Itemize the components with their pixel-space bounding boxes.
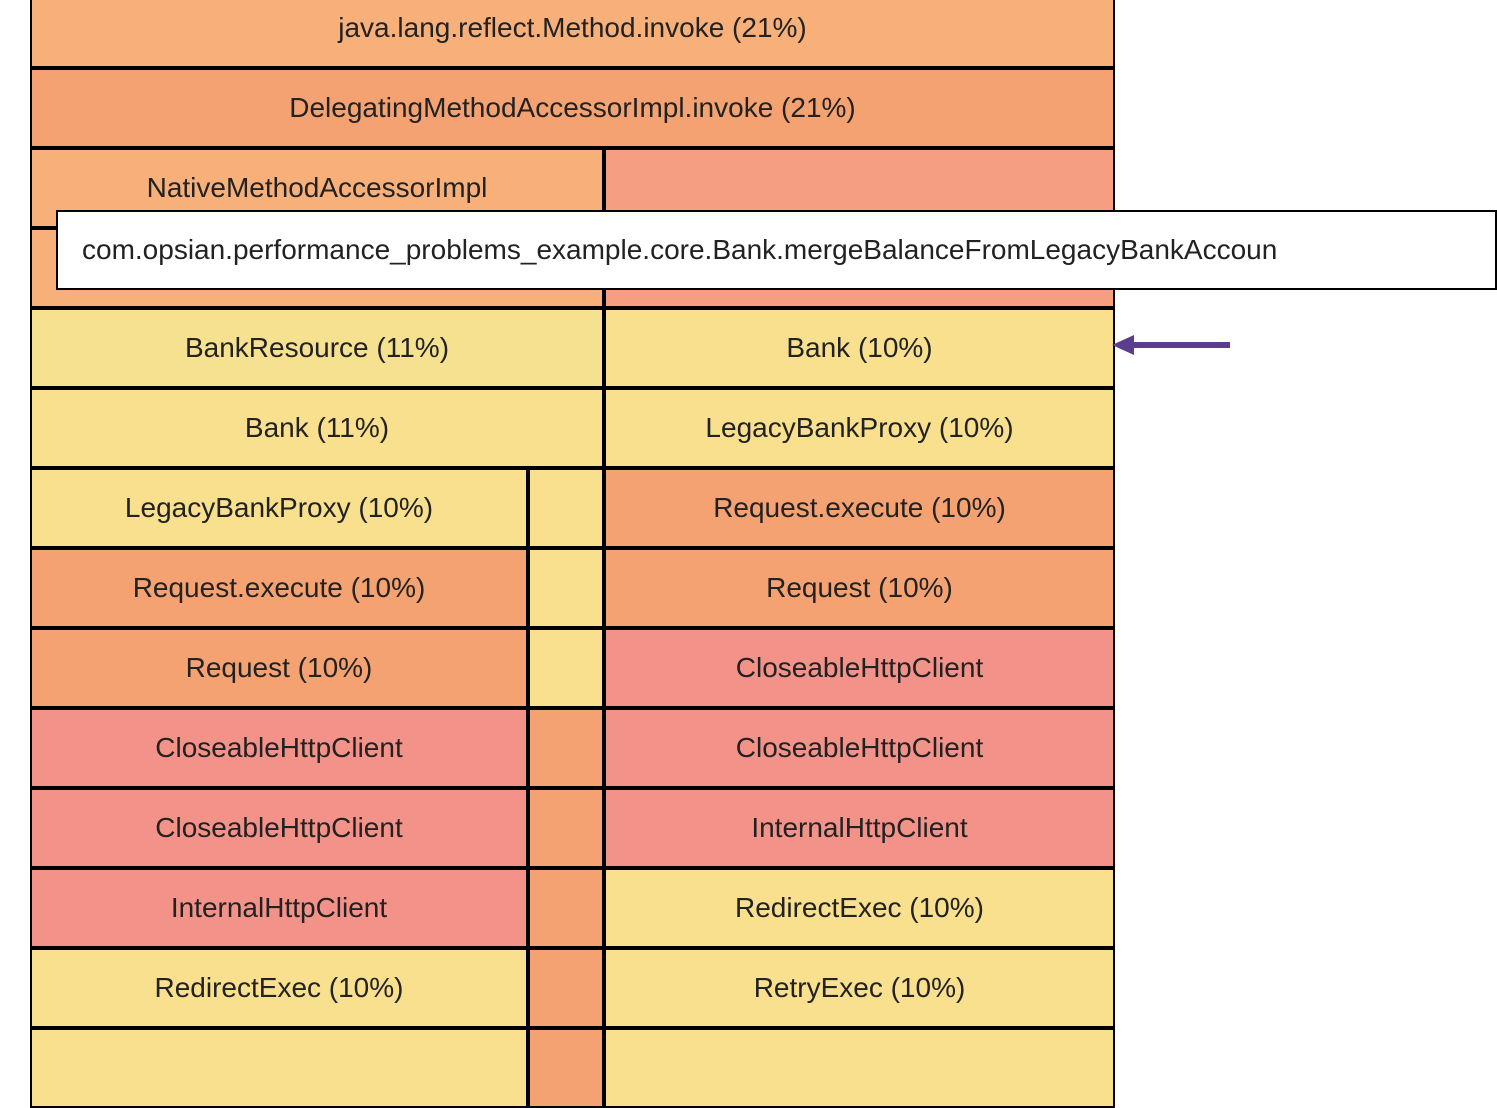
flame-cell[interactable]: BankResource (11%) bbox=[30, 308, 604, 388]
flame-row: CloseableHttpClient CloseableHttpClient bbox=[0, 708, 1497, 788]
flame-cell[interactable] bbox=[528, 788, 604, 868]
flame-cell[interactable]: RedirectExec (10%) bbox=[604, 868, 1115, 948]
flame-cell[interactable] bbox=[30, 1028, 528, 1108]
flame-cell[interactable] bbox=[528, 468, 604, 548]
flame-cell[interactable]: Request (10%) bbox=[30, 628, 528, 708]
flame-cell[interactable]: CloseableHttpClient bbox=[30, 788, 528, 868]
flamegraph-container: java.lang.reflect.Method.invoke (21%)Del… bbox=[0, 0, 1497, 1055]
flame-cell[interactable]: CloseableHttpClient bbox=[604, 708, 1115, 788]
flame-row: Bank (11%)LegacyBankProxy (10%) bbox=[0, 388, 1497, 468]
flame-row: InternalHttpClient RedirectExec (10%) bbox=[0, 868, 1497, 948]
flame-tooltip: com.opsian.performance_problems_example.… bbox=[56, 210, 1497, 290]
annotation-arrow-icon bbox=[1112, 330, 1232, 360]
flame-cell[interactable]: InternalHttpClient bbox=[604, 788, 1115, 868]
flame-cell[interactable]: java.lang.reflect.Method.invoke (21%) bbox=[30, 0, 1115, 68]
flame-cell[interactable]: Request (10%) bbox=[604, 548, 1115, 628]
flame-row: DelegatingMethodAccessorImpl.invoke (21%… bbox=[0, 68, 1497, 148]
flame-cell[interactable] bbox=[528, 548, 604, 628]
flame-cell[interactable] bbox=[604, 1028, 1115, 1108]
flame-cell[interactable]: Request.execute (10%) bbox=[604, 468, 1115, 548]
flame-cell[interactable]: Request.execute (10%) bbox=[30, 548, 528, 628]
flame-row: Request (10%) CloseableHttpClient bbox=[0, 628, 1497, 708]
flame-cell[interactable]: LegacyBankProxy (10%) bbox=[604, 388, 1115, 468]
flame-row bbox=[0, 1028, 1497, 1108]
flame-cell[interactable]: InternalHttpClient bbox=[30, 868, 528, 948]
flame-row: Request.execute (10%) Request (10%) bbox=[0, 548, 1497, 628]
flame-cell[interactable]: DelegatingMethodAccessorImpl.invoke (21%… bbox=[30, 68, 1115, 148]
flame-cell[interactable]: Bank (10%) bbox=[604, 308, 1115, 388]
flame-cell[interactable] bbox=[528, 868, 604, 948]
flame-row: RedirectExec (10%) RetryExec (10%) bbox=[0, 948, 1497, 1028]
flame-cell[interactable]: CloseableHttpClient bbox=[604, 628, 1115, 708]
flame-row: java.lang.reflect.Method.invoke (21%) bbox=[0, 0, 1497, 68]
flame-cell[interactable] bbox=[528, 628, 604, 708]
flame-cell[interactable]: Bank (11%) bbox=[30, 388, 604, 468]
flame-cell[interactable] bbox=[528, 948, 604, 1028]
flame-cell[interactable] bbox=[528, 1028, 604, 1108]
flame-cell[interactable]: RetryExec (10%) bbox=[604, 948, 1115, 1028]
flame-row: CloseableHttpClient InternalHttpClient bbox=[0, 788, 1497, 868]
flame-cell[interactable]: LegacyBankProxy (10%) bbox=[30, 468, 528, 548]
flame-cell[interactable] bbox=[528, 708, 604, 788]
flame-cell[interactable]: CloseableHttpClient bbox=[30, 708, 528, 788]
flame-cell[interactable]: RedirectExec (10%) bbox=[30, 948, 528, 1028]
flame-row: LegacyBankProxy (10%) Request.execute (10… bbox=[0, 468, 1497, 548]
flame-row: BankResource (11%)Bank (10%) bbox=[0, 308, 1497, 388]
